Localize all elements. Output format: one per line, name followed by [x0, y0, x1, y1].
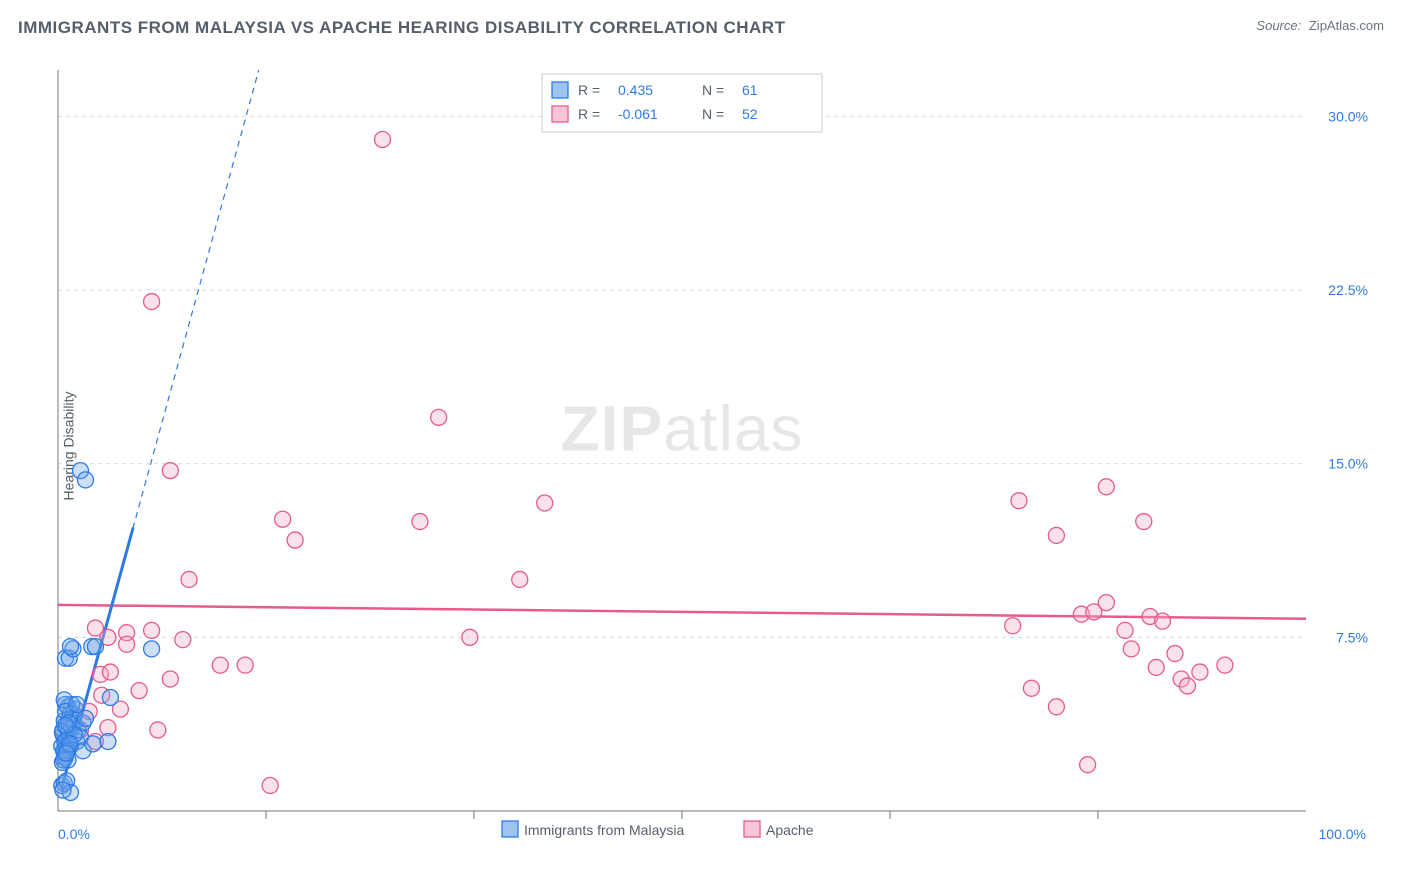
data-point-apache: [144, 294, 160, 310]
data-point-apache: [237, 657, 253, 673]
data-point-apache: [262, 778, 278, 794]
data-point-apache: [412, 514, 428, 530]
data-point-malaysia: [77, 710, 93, 726]
x-tick-label: 100.0%: [1319, 826, 1366, 842]
scatter-plot: 7.5% 15.0% 22.5% 30.0% 0.0% 100.0% ZIPatlas R =…: [48, 56, 1378, 856]
data-point-malaysia: [85, 736, 101, 752]
data-point-apache: [1217, 657, 1233, 673]
trend-line-apache: [58, 605, 1306, 619]
data-point-apache: [175, 632, 191, 648]
data-point-apache: [1098, 595, 1114, 611]
data-point-apache: [1080, 757, 1096, 773]
data-point-malaysia: [62, 639, 78, 655]
data-point-apache: [1167, 646, 1183, 662]
data-point-apache: [102, 664, 118, 680]
data-point-malaysia: [57, 717, 73, 733]
legend-r-value: 0.435: [618, 82, 653, 98]
data-point-apache: [431, 409, 447, 425]
legend-r-value: -0.061: [618, 106, 658, 122]
data-point-apache: [1148, 659, 1164, 675]
data-point-apache: [1005, 618, 1021, 634]
data-point-apache: [374, 131, 390, 147]
legend-r-label: R =: [578, 82, 600, 98]
data-point-malaysia: [102, 690, 118, 706]
legend-label: Apache: [766, 822, 814, 838]
legend-n-value: 61: [742, 82, 758, 98]
data-point-malaysia: [77, 472, 93, 488]
data-point-apache: [1154, 613, 1170, 629]
data-point-malaysia: [55, 782, 71, 798]
data-point-malaysia: [69, 696, 85, 712]
chart-title: IMMIGRANTS FROM MALAYSIA VS APACHE HEARI…: [18, 18, 785, 38]
data-point-apache: [1048, 527, 1064, 543]
data-point-apache: [287, 532, 303, 548]
chart-area: 7.5% 15.0% 22.5% 30.0% 0.0% 100.0% ZIPatlas R =…: [48, 56, 1386, 860]
data-point-apache: [1192, 664, 1208, 680]
data-point-apache: [162, 463, 178, 479]
legend-swatch: [552, 82, 568, 98]
data-point-apache: [150, 722, 166, 738]
legend-swatch: [744, 821, 760, 837]
y-tick-label: 15.0%: [1328, 456, 1368, 472]
data-point-apache: [1136, 514, 1152, 530]
data-point-apache: [462, 629, 478, 645]
legend-swatch: [502, 821, 518, 837]
data-point-apache: [1117, 622, 1133, 638]
y-tick-label: 22.5%: [1328, 282, 1368, 298]
data-point-apache: [1098, 479, 1114, 495]
legend-swatch: [552, 106, 568, 122]
data-point-apache: [1123, 641, 1139, 657]
data-point-malaysia: [144, 641, 160, 657]
y-tick-label: 7.5%: [1336, 629, 1368, 645]
data-point-malaysia: [58, 745, 74, 761]
legend-n-label: N =: [702, 82, 724, 98]
data-point-apache: [131, 683, 147, 699]
data-point-malaysia: [87, 639, 103, 655]
data-point-apache: [537, 495, 553, 511]
y-tick-label: 30.0%: [1328, 108, 1368, 124]
chart-container: IMMIGRANTS FROM MALAYSIA VS APACHE HEARI…: [0, 0, 1406, 892]
data-point-apache: [181, 571, 197, 587]
source-label: Source:: [1256, 18, 1301, 33]
source-value: ZipAtlas.com: [1309, 18, 1384, 33]
legend-r-label: R =: [578, 106, 600, 122]
legend-n-label: N =: [702, 106, 724, 122]
data-point-apache: [512, 571, 528, 587]
data-point-apache: [144, 622, 160, 638]
legend-n-value: 52: [742, 106, 758, 122]
legend-label: Immigrants from Malaysia: [524, 822, 684, 838]
data-point-apache: [1179, 678, 1195, 694]
data-point-apache: [162, 671, 178, 687]
data-point-apache: [119, 636, 135, 652]
data-point-apache: [212, 657, 228, 673]
source-attribution: Source: ZipAtlas.com: [1256, 18, 1384, 33]
data-point-apache: [1023, 680, 1039, 696]
x-tick-label: 0.0%: [58, 826, 90, 842]
data-point-malaysia: [100, 734, 116, 750]
data-point-apache: [1011, 493, 1027, 509]
watermark: ZIPatlas: [561, 393, 804, 465]
data-point-apache: [275, 511, 291, 527]
data-point-apache: [1048, 699, 1064, 715]
